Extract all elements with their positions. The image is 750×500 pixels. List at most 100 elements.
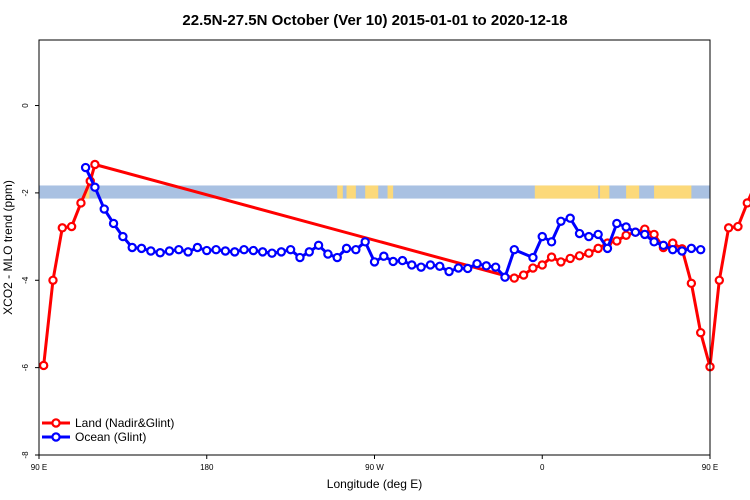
series-ocean <box>80 162 706 282</box>
data-point <box>323 249 333 259</box>
data-point <box>90 182 100 192</box>
land-segment <box>534 185 599 199</box>
data-point <box>518 270 529 280</box>
data-point <box>304 247 314 257</box>
data-point <box>267 248 277 258</box>
x-tick-label: 90 E <box>31 463 47 472</box>
data-point <box>574 251 585 261</box>
data-point <box>668 244 678 255</box>
data-point <box>90 159 100 170</box>
data-point <box>453 263 464 273</box>
data-point <box>202 245 212 256</box>
data-point <box>416 262 426 272</box>
y-axis: 0 -2 -4 -6 -8 <box>21 103 39 459</box>
data-point <box>155 248 165 258</box>
data-point <box>276 247 287 257</box>
x-axis-label: Longitude (deg E) <box>327 477 422 491</box>
legend-marker <box>51 418 61 428</box>
data-point <box>584 231 594 242</box>
data-point <box>174 244 184 255</box>
data-point <box>565 253 575 264</box>
data-point <box>80 162 91 173</box>
x-tick-label: 0 <box>540 463 545 472</box>
data-point <box>630 227 641 237</box>
land-segment <box>365 185 379 199</box>
data-point <box>621 222 631 232</box>
data-point <box>66 221 77 232</box>
data-point <box>379 251 389 261</box>
data-point <box>584 248 594 258</box>
data-point <box>239 244 249 255</box>
series-layer <box>38 159 750 372</box>
land-segment <box>654 185 692 199</box>
legend-label: Land (Nadir&Glint) <box>75 416 174 430</box>
data-point <box>602 243 613 254</box>
x-tick-label: 180 <box>200 463 214 472</box>
data-point <box>341 243 352 254</box>
y-tick-label: -2 <box>21 189 30 197</box>
data-point <box>462 263 473 274</box>
data-point <box>435 261 445 271</box>
land-segment <box>600 185 610 199</box>
data-point <box>108 218 119 229</box>
data-point <box>313 240 324 251</box>
data-point <box>407 260 417 270</box>
land-segment <box>85 185 90 199</box>
data-point <box>593 229 603 240</box>
data-point <box>649 237 659 247</box>
data-point <box>220 246 231 256</box>
data-point <box>556 216 566 226</box>
data-point <box>528 263 538 273</box>
data-point <box>146 246 156 256</box>
data-point <box>444 266 454 277</box>
data-point <box>38 360 49 371</box>
data-point <box>612 218 622 229</box>
data-point <box>677 246 687 256</box>
data-point <box>574 228 585 239</box>
data-point <box>640 229 650 240</box>
data-point <box>183 247 193 257</box>
data-point <box>695 327 706 338</box>
land-segment <box>337 185 343 199</box>
data-point <box>118 231 128 242</box>
land-segment <box>626 185 640 199</box>
data-point <box>537 231 547 242</box>
data-point <box>48 275 58 285</box>
data-point <box>556 257 566 267</box>
data-point <box>136 243 147 254</box>
data-point <box>686 243 697 254</box>
data-point <box>164 246 175 256</box>
data-point <box>621 230 631 240</box>
data-point <box>537 260 547 270</box>
data-point <box>248 245 259 256</box>
legend-marker <box>51 432 61 442</box>
data-point <box>257 247 268 257</box>
data-point <box>360 237 370 247</box>
data-point <box>546 237 557 247</box>
data-point <box>295 252 305 263</box>
x-axis: 90 E 180 90 W 0 90 E <box>31 455 718 472</box>
data-point <box>546 252 557 262</box>
data-point <box>528 252 538 263</box>
data-point <box>509 273 519 283</box>
data-point <box>127 242 137 253</box>
data-point <box>593 243 603 254</box>
data-point <box>723 223 734 233</box>
data-point <box>714 275 725 285</box>
legend-label: Ocean (Glint) <box>75 430 146 444</box>
data-point <box>490 262 501 272</box>
data-point <box>388 256 398 267</box>
y-tick-label: -6 <box>21 364 30 372</box>
data-point <box>230 247 240 257</box>
data-point <box>612 236 622 246</box>
data-point <box>332 252 342 263</box>
data-point <box>509 244 519 255</box>
chart-title: 22.5N-27.5N October (Ver 10) 2015-01-01 … <box>182 12 567 29</box>
data-point <box>425 260 436 270</box>
land-segment <box>346 185 356 199</box>
data-point <box>351 244 361 255</box>
data-point <box>192 242 203 253</box>
data-point <box>481 261 492 271</box>
data-point <box>369 257 380 267</box>
